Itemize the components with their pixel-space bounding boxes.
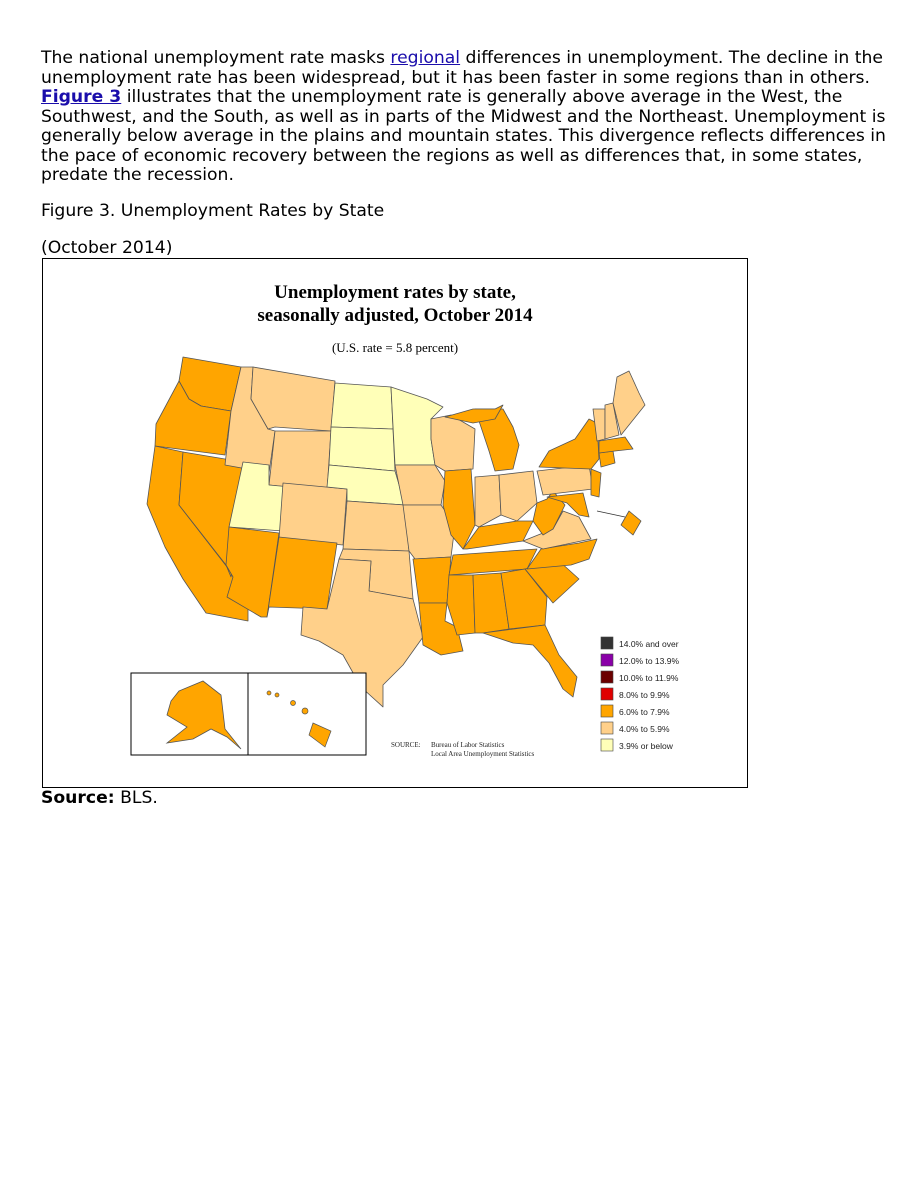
figure-3-link[interactable]: Figure 3 — [41, 87, 122, 107]
paragraph-text-1: The national unemployment rate masks — [41, 48, 391, 68]
figure-caption: Figure 3. Unemployment Rates by State — [41, 201, 385, 221]
state-indiana — [474, 474, 502, 528]
legend-label: 14.0% and over — [619, 639, 679, 649]
map-figure: Unemployment rates by state, seasonally … — [42, 258, 748, 788]
district-marker — [620, 510, 642, 536]
state-hawaii — [266, 690, 332, 748]
state-connecticut — [598, 450, 616, 468]
map-title-line1: Unemployment rates by state, — [274, 282, 516, 303]
state-massachusetts — [598, 436, 634, 454]
state-alaska — [165, 680, 242, 750]
state-wyoming — [268, 430, 332, 492]
article-paragraph: The national unemployment rate masks reg… — [41, 48, 886, 186]
map-source-line1: Bureau of Labor Statistics — [431, 741, 505, 749]
state-montana — [250, 366, 336, 432]
legend-swatch — [600, 687, 614, 701]
us-unemployment-map: Unemployment rates by state, seasonally … — [130, 282, 679, 758]
state-kansas — [342, 500, 410, 552]
state-north-dakota — [330, 382, 394, 430]
state-new-mexico — [266, 536, 338, 618]
state-florida — [482, 624, 578, 698]
state-mississippi — [446, 574, 476, 636]
state-texas — [300, 558, 424, 708]
legend-swatch — [600, 721, 614, 735]
legend-label: 12.0% to 13.9% — [619, 656, 679, 666]
paragraph-text-3: illustrates that the unemployment rate i… — [41, 87, 886, 185]
source-text: BLS. — [114, 788, 158, 808]
state-maryland — [546, 492, 590, 518]
state-georgia — [500, 568, 548, 630]
legend-label: 3.9% or below — [619, 741, 674, 751]
legend-label: 6.0% to 7.9% — [619, 707, 670, 717]
figure-date: (October 2014) — [41, 238, 173, 258]
state-louisiana — [418, 602, 464, 656]
state-michigan-up — [444, 404, 504, 424]
source-label: Source: — [41, 788, 115, 808]
regional-link[interactable]: regional — [390, 48, 461, 68]
map-source-line2: Local Area Unemployment Statistics — [431, 750, 535, 758]
map-subtitle: (U.S. rate = 5.8 percent) — [332, 340, 458, 355]
legend-label: 10.0% to 11.9% — [619, 673, 679, 683]
map-legend: 14.0% and over 12.0% to 13.9% 10.0% to 11.… — [600, 636, 679, 752]
map-source-label: SOURCE: — [391, 741, 421, 749]
legend-swatch — [600, 653, 614, 667]
legend-swatch — [600, 636, 614, 650]
hawaii-inset — [247, 672, 367, 756]
state-new-hampshire — [604, 402, 620, 440]
state-iowa — [394, 464, 446, 506]
state-oregon — [154, 380, 232, 456]
state-arkansas — [412, 556, 452, 604]
legend-label: 4.0% to 5.9% — [619, 724, 670, 734]
paragraph-text-2: differences in unemployment. The decline… — [41, 48, 883, 88]
state-wisconsin — [430, 414, 476, 472]
legend-label: 8.0% to 9.9% — [619, 690, 670, 700]
state-arizona — [225, 526, 280, 618]
legend-swatch — [600, 704, 614, 718]
state-north-carolina — [526, 538, 598, 570]
state-new-york — [538, 418, 600, 470]
legend-swatch — [600, 738, 614, 752]
state-ohio — [498, 470, 538, 522]
state-colorado — [278, 482, 348, 546]
state-south-dakota — [328, 426, 396, 472]
state-new-jersey — [590, 468, 602, 498]
state-michigan — [474, 408, 520, 472]
legend-swatch — [600, 670, 614, 684]
map-title-line2: seasonally adjusted, October 2014 — [257, 305, 533, 326]
state-pennsylvania — [536, 464, 594, 496]
state-maine — [612, 370, 646, 436]
figure-source: Source: BLS. — [41, 787, 158, 809]
